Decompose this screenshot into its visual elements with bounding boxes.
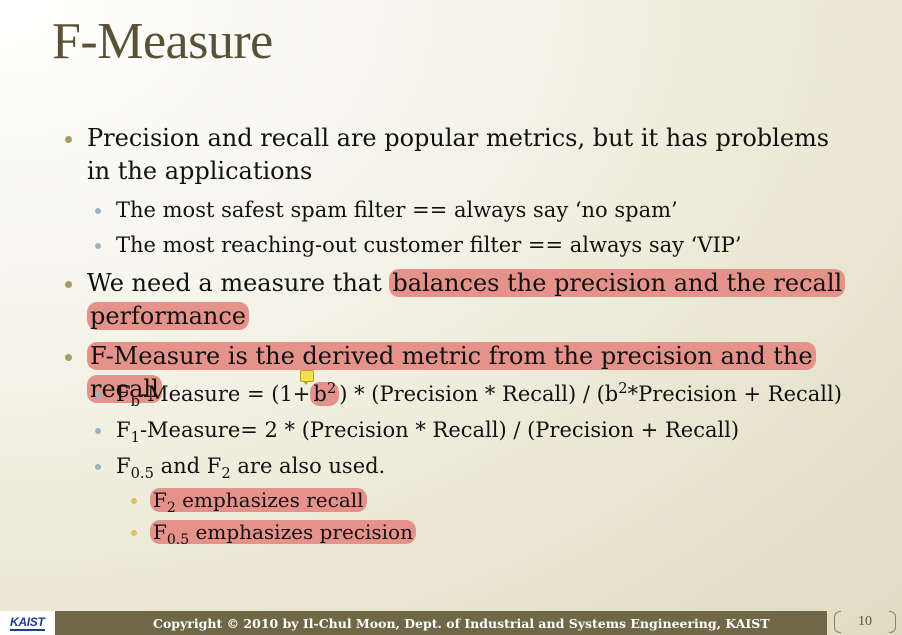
formula-f: F (116, 454, 131, 478)
bullet-text: Precision and recall are popular metrics… (87, 124, 830, 185)
bullet-f-measure-derived: F-Measure is the derived metric from the… (65, 340, 847, 406)
formula-b: b (313, 382, 327, 406)
formula-text: -Measure= 2 * (Precision * Recall) / (Pr… (139, 418, 740, 442)
formula-text: ) * (Precision * Recall) / (b (339, 382, 619, 406)
kaist-logo: KAIST (10, 615, 45, 631)
formula-f: F (116, 382, 131, 406)
highlight-b-squared: b2 (310, 379, 340, 406)
bullet-need-measure: We need a measure that balances the prec… (65, 267, 847, 333)
footer-bar: Copyright © 2010 by Il-Chul Moon, Dept. … (55, 611, 827, 635)
sub-bullet-vip: The most reaching-out customer filter ==… (95, 231, 856, 259)
logo-area: KAIST (0, 611, 55, 635)
highlight-f05-precision: F0.5 emphasizes precision (150, 520, 416, 547)
formula-superscript: 2 (326, 379, 337, 397)
bullet-text: We need a measure that (87, 269, 382, 297)
sub-sub-bullet-f05: F0.5 emphasizes precision (131, 519, 750, 547)
sub-bullet-spam: The most safest spam filter == always sa… (95, 196, 856, 224)
formula-text: emphasizes recall (175, 488, 364, 512)
formula-text: and F (153, 454, 222, 478)
page-number-box: 10 (834, 611, 896, 633)
highlight-f2-recall: F2 emphasizes recall (150, 488, 367, 515)
formula-f: F (153, 488, 167, 512)
comment-icon[interactable] (300, 370, 314, 385)
sub-sub-bullet-f2: F2 emphasizes recall (131, 487, 750, 515)
formula-text: emphasizes precision (189, 520, 413, 544)
slide-title: F-Measure (52, 13, 273, 70)
formula-text: *Precision + Recall) (627, 382, 842, 406)
formula-subscript: 2 (166, 499, 176, 516)
formula-subscript: 1 (130, 429, 140, 447)
copyright-text: Copyright © 2010 by Il-Chul Moon, Dept. … (153, 616, 770, 631)
formula-text: -Measure = (1+ (139, 382, 311, 406)
formula-subscript: b (130, 393, 140, 411)
page-number: 10 (858, 614, 872, 629)
sub-bullet-f1-formula: F1-Measure= 2 * (Precision * Recall) / (… (95, 416, 856, 447)
slide-footer: KAIST Copyright © 2010 by Il-Chul Moon, … (0, 611, 902, 635)
formula-subscript: 0.5 (130, 465, 154, 483)
bullet-precision-recall: Precision and recall are popular metrics… (65, 122, 847, 188)
formula-text: are also used. (230, 454, 386, 478)
formula-f: F (116, 418, 131, 442)
formula-subscript: 2 (221, 465, 231, 483)
right-bracket (889, 611, 896, 633)
formula-subscript: 0.5 (166, 531, 190, 548)
bullet-text: The most reaching-out customer filter ==… (116, 233, 742, 257)
formula-f: F (153, 520, 167, 544)
left-bracket (834, 611, 841, 633)
sub-bullet-fb-formula: Fb-Measure = (1+ b2) * (Precision * Recal… (95, 379, 856, 411)
sub-bullet-also-used: F0.5 and F2 are also used. (95, 452, 856, 483)
bullet-text: The most safest spam filter == always sa… (116, 198, 678, 222)
formula-superscript: 2 (618, 379, 628, 397)
